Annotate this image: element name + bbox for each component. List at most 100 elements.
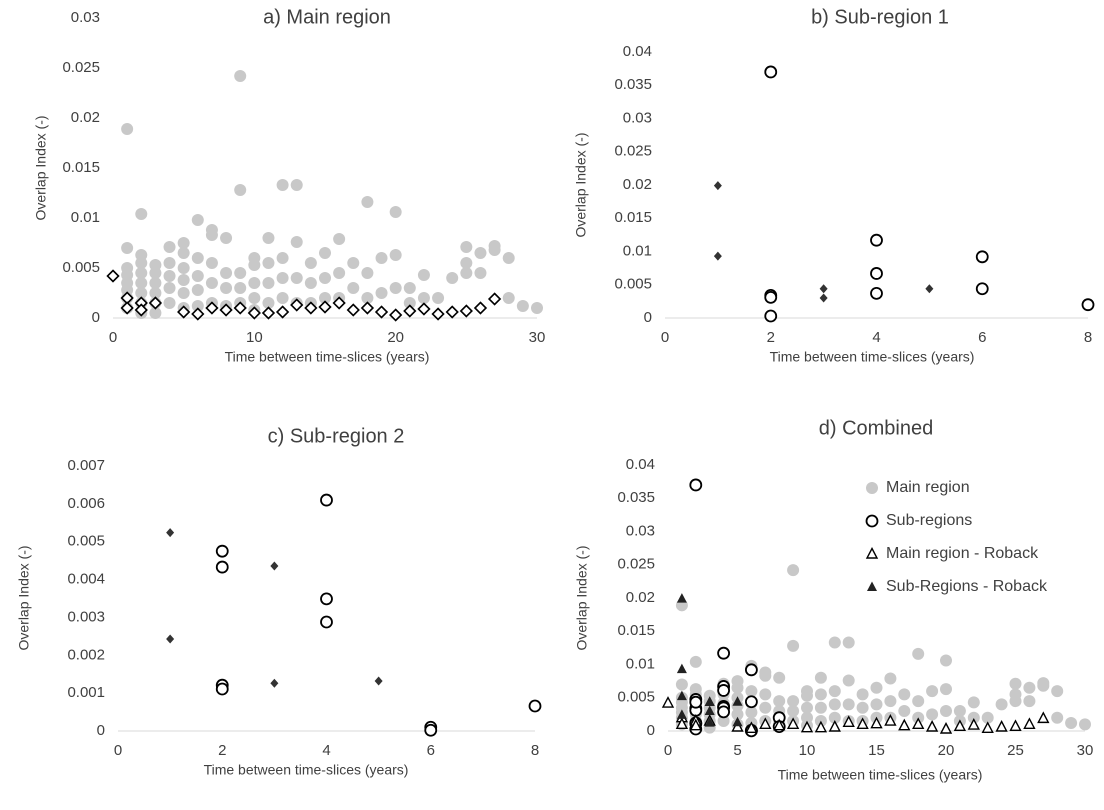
legend-label: Sub-regions <box>886 512 972 529</box>
data-point <box>270 678 279 688</box>
data-point <box>121 123 134 135</box>
data-point <box>884 672 897 685</box>
y-tick-label: 0.03 <box>71 9 100 26</box>
data-point <box>1023 695 1036 708</box>
data-point <box>884 695 897 708</box>
y-tick-label: 0.03 <box>626 522 655 539</box>
data-point <box>1009 719 1022 732</box>
data-point <box>925 284 934 294</box>
data-point <box>731 720 744 732</box>
legend-marker <box>865 546 879 559</box>
data-point <box>953 719 967 732</box>
data-point <box>939 722 953 734</box>
data-point <box>177 237 190 249</box>
data-point <box>460 241 473 253</box>
data-point <box>870 716 883 729</box>
data-point <box>215 682 229 696</box>
data-point <box>898 705 911 718</box>
y-tick-label: 0.015 <box>614 209 652 226</box>
y-tick-label: 0.002 <box>67 646 105 663</box>
data-point <box>276 292 289 304</box>
data-point <box>319 247 331 259</box>
x-tick-label: 6 <box>978 329 986 346</box>
data-point <box>856 717 869 730</box>
y-tick-label: 0.015 <box>62 159 100 176</box>
data-point <box>163 282 176 294</box>
legend-marker <box>867 581 877 591</box>
data-point <box>149 267 162 279</box>
data-point <box>215 560 229 574</box>
data-point <box>389 282 402 294</box>
data-point <box>205 301 219 315</box>
data-point <box>717 646 730 660</box>
y-tick-label: 0.003 <box>67 608 105 625</box>
x-tick-label: 8 <box>531 742 539 759</box>
data-point <box>276 272 289 284</box>
x-tick-label: 5 <box>733 742 741 759</box>
data-point <box>828 698 841 711</box>
data-point <box>1079 718 1091 731</box>
data-point <box>898 718 911 731</box>
data-point <box>713 251 722 261</box>
data-point <box>389 249 402 261</box>
data-point <box>163 241 176 253</box>
data-point <box>1009 677 1022 690</box>
data-point <box>234 282 247 294</box>
data-point <box>432 292 445 304</box>
data-point <box>787 705 800 718</box>
chart-title: c) Sub-region 2 <box>268 425 405 447</box>
data-point <box>995 720 1008 732</box>
data-point <box>842 698 855 711</box>
data-point <box>1023 717 1036 730</box>
y-tick-label: 0.04 <box>626 456 655 473</box>
data-point <box>445 305 459 319</box>
data-point <box>819 284 828 294</box>
data-point <box>248 259 261 271</box>
data-point <box>787 639 800 652</box>
data-point <box>967 718 980 730</box>
data-point <box>870 286 883 300</box>
x-tick-label: 4 <box>322 742 330 759</box>
data-point <box>135 287 148 299</box>
data-point <box>814 671 827 684</box>
y-axis-label: Overlap Index (-) <box>573 132 589 237</box>
data-point <box>460 267 473 279</box>
data-point <box>120 301 134 315</box>
data-point <box>502 252 515 264</box>
data-point <box>191 214 204 226</box>
data-point <box>717 705 730 719</box>
data-point <box>220 232 233 244</box>
data-point <box>446 272 459 284</box>
data-point <box>814 688 827 701</box>
y-tick-label: 0.015 <box>617 622 655 639</box>
data-point <box>275 305 290 319</box>
x-tick-label: 0 <box>664 742 672 759</box>
data-point <box>689 655 702 668</box>
data-point <box>290 272 303 284</box>
data-point <box>487 292 502 306</box>
data-point <box>191 284 204 296</box>
x-tick-label: 2 <box>218 742 226 759</box>
data-point <box>361 267 374 279</box>
y-tick-label: 0.025 <box>62 59 100 76</box>
y-tick-label: 0.005 <box>614 276 652 293</box>
data-point <box>828 636 841 649</box>
data-point <box>912 647 925 660</box>
series-4 <box>676 593 743 727</box>
data-point <box>502 292 515 304</box>
y-tick-label: 0.025 <box>614 143 652 160</box>
data-point <box>689 718 702 731</box>
data-point <box>247 306 261 320</box>
data-point <box>417 292 430 304</box>
data-point <box>1051 685 1064 698</box>
data-point <box>290 179 303 191</box>
data-point <box>516 300 529 312</box>
y-tick-label: 0.004 <box>67 571 105 588</box>
data-point <box>262 277 275 289</box>
data-point <box>856 701 869 714</box>
data-point <box>473 301 488 315</box>
x-tick-label: 10 <box>246 329 263 346</box>
series-2 <box>166 528 383 688</box>
data-point <box>304 277 317 289</box>
y-tick-label: 0.025 <box>617 556 655 573</box>
